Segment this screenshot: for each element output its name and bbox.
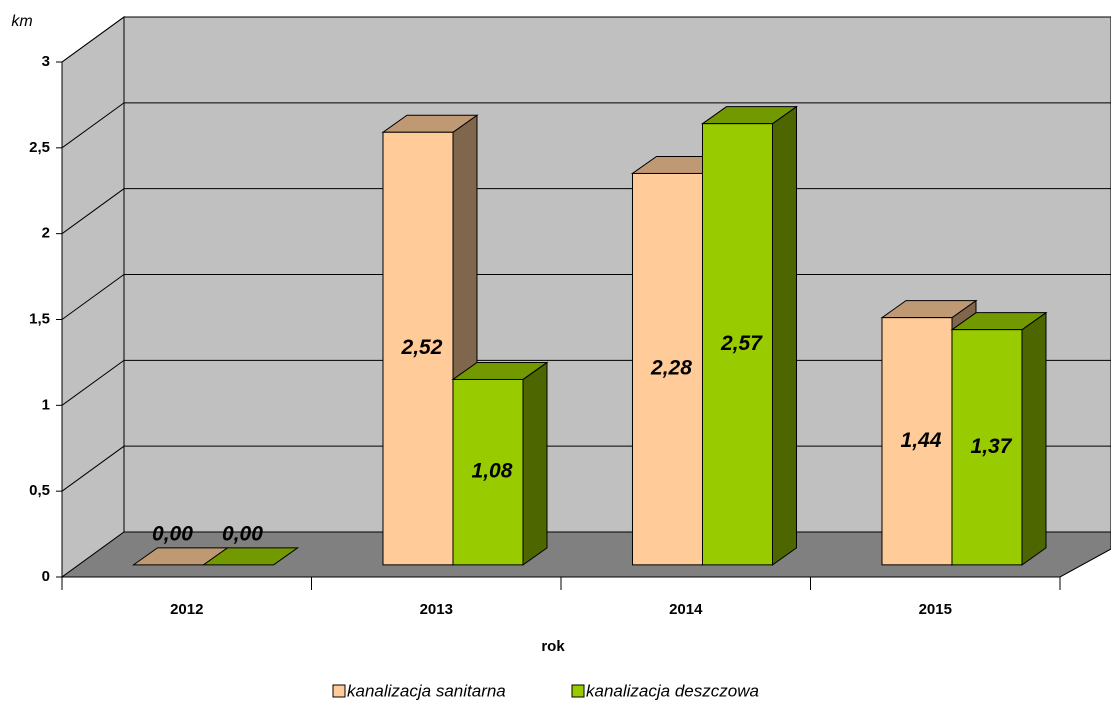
legend-swatch: [571, 684, 585, 698]
data-label: 2,52: [401, 336, 443, 359]
bar: [951, 329, 1023, 566]
legend-swatch: [332, 684, 346, 698]
x-axis-label: rok: [541, 638, 565, 655]
y-axis-label: km: [11, 13, 32, 30]
bar: [631, 172, 703, 566]
bar-side: [522, 361, 548, 566]
x-tick-label: 2015: [919, 601, 952, 618]
bar-side: [771, 105, 797, 566]
bar-side: [1021, 311, 1047, 566]
bar-3d: [381, 114, 479, 566]
bar-3d: [201, 547, 300, 566]
bar: [382, 131, 454, 566]
data-label: 1,08: [472, 460, 513, 483]
legend-label: kanalizacja sanitarna: [347, 681, 506, 700]
bar-3d: [451, 361, 549, 566]
data-label: 1,44: [901, 429, 942, 452]
x-tick-label: 2012: [170, 601, 203, 618]
bar: [881, 317, 953, 566]
y-tick-label: 2,5: [29, 139, 50, 156]
y-tick-label: 1: [42, 396, 50, 413]
data-label: 0,00: [222, 522, 263, 545]
bar-3d: [700, 105, 799, 566]
bar: [452, 378, 524, 566]
data-label: 0,00: [152, 522, 193, 545]
grid-line: [61, 102, 1111, 149]
bar-3d: [950, 311, 1048, 566]
y-tick-label: 0: [42, 568, 50, 585]
bar-top: [201, 547, 300, 566]
bar: [701, 123, 773, 566]
y-tick-label: 3: [42, 53, 50, 70]
legend-label: kanalizacja deszczowa: [586, 681, 759, 700]
x-tick-label: 2014: [669, 601, 703, 618]
data-label: 1,37: [971, 435, 1013, 458]
data-label: 2,28: [650, 357, 692, 380]
y-tick-label: 2: [42, 225, 50, 242]
grid-line: [61, 16, 1111, 63]
data-label: 2,57: [720, 332, 763, 355]
y-tick-label: 1,5: [29, 310, 50, 327]
x-tick-label: 2013: [420, 601, 453, 618]
y-tick-label: 0,5: [29, 482, 50, 499]
